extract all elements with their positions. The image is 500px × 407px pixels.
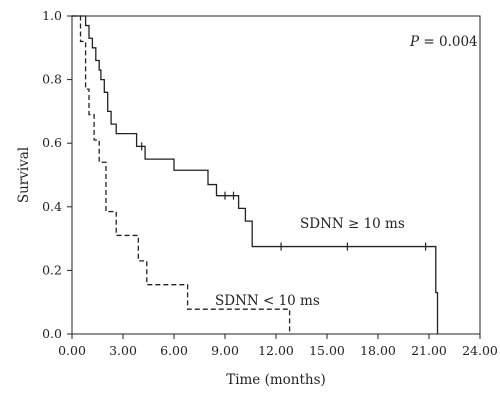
p-value-symbol: P <box>409 34 420 50</box>
series-line-sdnn-high <box>72 15 439 334</box>
p-value-text: = 0.004 <box>419 34 478 50</box>
series-label-low: SDNN < 10 ms <box>215 293 320 309</box>
y-axis: 0.0 0.2 0.4 0.6 0.8 1.0 <box>42 8 72 341</box>
series-layer <box>72 15 439 334</box>
p-value-annotation: P = 0.004 <box>409 34 478 50</box>
x-axis-title: Time (months) <box>226 372 326 388</box>
series-label-high: SDNN ≥ 10 ms <box>300 216 405 232</box>
y-tick-label: 1.0 <box>42 8 62 23</box>
x-tick-label: 15.00 <box>309 343 345 358</box>
y-tick-label: 0.8 <box>42 72 62 87</box>
x-tick-label: 0.00 <box>58 343 86 358</box>
x-tick-label: 24.00 <box>462 343 498 358</box>
series-line-sdnn-low <box>72 15 291 334</box>
y-tick-label: 0.0 <box>42 326 62 341</box>
x-tick-label: 12.00 <box>258 343 294 358</box>
y-tick-label: 0.2 <box>42 262 62 277</box>
x-tick-label: 9.00 <box>211 343 239 358</box>
x-axis: 0.00 3.00 6.00 9.00 12.00 15.00 18.00 21.00 24.0… <box>58 334 498 358</box>
y-tick-label: 0.6 <box>42 135 62 150</box>
x-tick-label: 3.00 <box>109 343 137 358</box>
y-tick-label: 0.4 <box>42 199 62 214</box>
x-tick-label: 18.00 <box>360 343 396 358</box>
plot-frame <box>71 15 481 335</box>
y-axis-title: Survival <box>16 147 32 203</box>
x-tick-label: 6.00 <box>160 343 188 358</box>
x-tick-label: 21.00 <box>411 343 447 358</box>
